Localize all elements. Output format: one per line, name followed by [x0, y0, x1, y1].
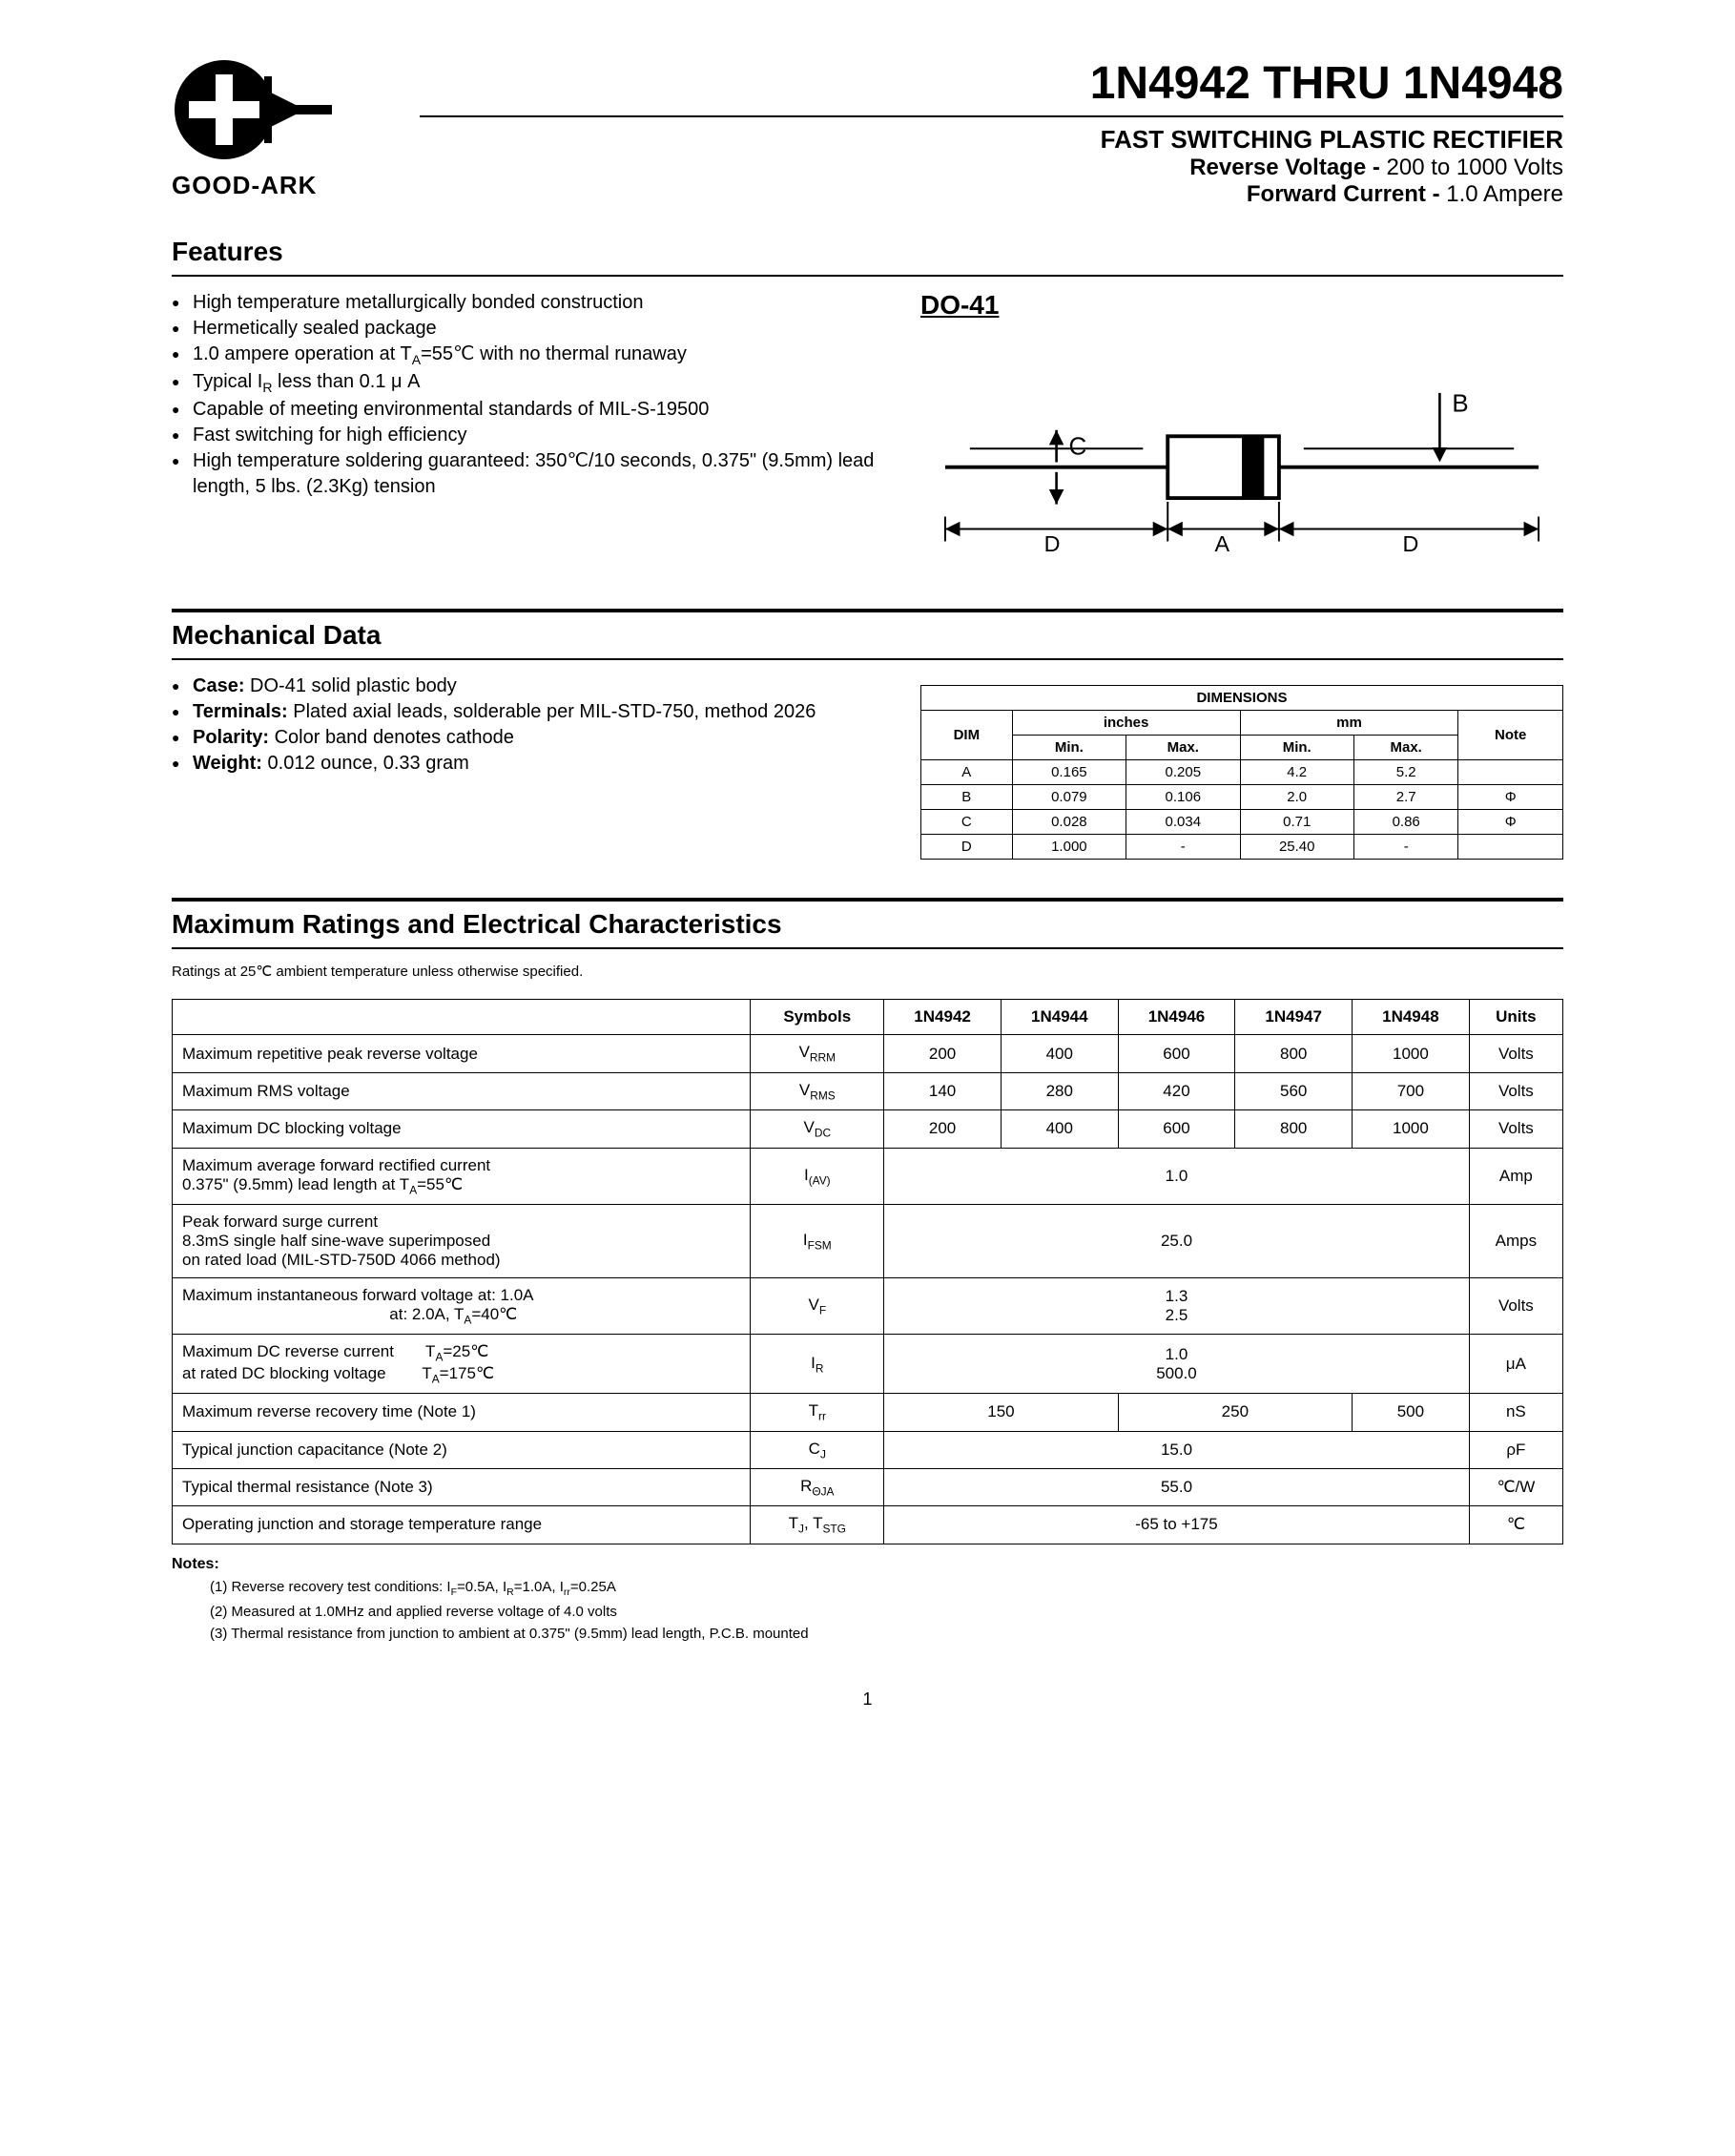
features-heading: Features [172, 237, 1563, 267]
note-line: (3) Thermal resistance from junction to … [210, 1626, 1563, 1642]
svg-text:D: D [1044, 531, 1061, 556]
main-title: 1N4942 THRU 1N4948 [420, 57, 1563, 110]
package-drawing-icon: B C D D A [920, 368, 1563, 566]
features-row: High temperature metallurgically bonded … [172, 290, 1563, 570]
note-line: (2) Measured at 1.0MHz and applied rever… [210, 1604, 1563, 1620]
svg-text:B: B [1452, 390, 1468, 417]
page-number: 1 [172, 1690, 1563, 1710]
mech-item: Weight: 0.012 ounce, 0.33 gram [172, 751, 882, 777]
notes-block: (1) Reverse recovery test conditions: IF… [172, 1579, 1563, 1642]
header: GOOD-ARK 1N4942 THRU 1N4948 FAST SWITCHI… [172, 57, 1563, 208]
svg-text:C: C [1069, 434, 1087, 461]
dimensions-table: DIMENSIONSDIMinchesmmNoteMin.Max.Min.Max… [920, 685, 1563, 860]
subtitle-type: FAST SWITCHING PLASTIC RECTIFIER [420, 125, 1563, 155]
mechanical-heading: Mechanical Data [172, 620, 1563, 651]
dim-table-col: DIMENSIONSDIMinchesmmNoteMin.Max.Min.Max… [920, 674, 1563, 860]
mech-col: Case: DO-41 solid plastic bodyTerminals:… [172, 674, 882, 860]
mech-row: Case: DO-41 solid plastic bodyTerminals:… [172, 674, 1563, 860]
ratings-heading: Maximum Ratings and Electrical Character… [172, 909, 1563, 940]
rv-label: Reverse Voltage - [1189, 155, 1380, 180]
logo-block: GOOD-ARK [172, 57, 382, 200]
title-rule [420, 115, 1563, 117]
feature-item: Fast switching for high efficiency [172, 423, 882, 448]
rule [172, 898, 1563, 902]
features-col: High temperature metallurgically bonded … [172, 290, 882, 570]
package-col: DO-41 B C D [920, 290, 1563, 570]
mech-item: Terminals: Plated axial leads, solderabl… [172, 699, 882, 725]
features-list: High temperature metallurgically bonded … [172, 290, 882, 500]
svg-text:A: A [1214, 531, 1229, 556]
note-line: (1) Reverse recovery test conditions: IF… [210, 1579, 1563, 1598]
logo-icon [172, 57, 334, 162]
feature-item: High temperature metallurgically bonded … [172, 290, 882, 316]
mech-item: Polarity: Color band denotes cathode [172, 725, 882, 751]
mech-list: Case: DO-41 solid plastic bodyTerminals:… [172, 674, 882, 777]
ratings-table: Symbols1N49421N49441N49461N49471N4948Uni… [172, 999, 1563, 1544]
fc-value: 1.0 Ampere [1440, 181, 1563, 207]
feature-item: 1.0 ampere operation at TA=55℃ with no t… [172, 342, 882, 369]
svg-text:D: D [1402, 531, 1418, 556]
ratings-condition-note: Ratings at 25℃ ambient temperature unles… [172, 963, 1563, 980]
title-block: 1N4942 THRU 1N4948 FAST SWITCHING PLASTI… [420, 57, 1563, 208]
rule [172, 658, 1563, 660]
feature-item: High temperature soldering guaranteed: 3… [172, 448, 882, 500]
subtitle-reverse-voltage: Reverse Voltage - 200 to 1000 Volts [420, 155, 1563, 181]
feature-item: Capable of meeting environmental standar… [172, 397, 882, 423]
rv-value: 200 to 1000 Volts [1380, 155, 1563, 180]
fc-label: Forward Current - [1247, 181, 1440, 207]
package-label: DO-41 [920, 290, 1563, 321]
logo-text: GOOD-ARK [172, 171, 382, 200]
subtitle-forward-current: Forward Current - 1.0 Ampere [420, 181, 1563, 208]
feature-item: Hermetically sealed package [172, 316, 882, 342]
notes-heading: Notes: [172, 1556, 1563, 1573]
rule [172, 609, 1563, 612]
rule [172, 275, 1563, 277]
rule [172, 947, 1563, 949]
mech-item: Case: DO-41 solid plastic body [172, 674, 882, 699]
feature-item: Typical IR less than 0.1 μ A [172, 369, 882, 397]
